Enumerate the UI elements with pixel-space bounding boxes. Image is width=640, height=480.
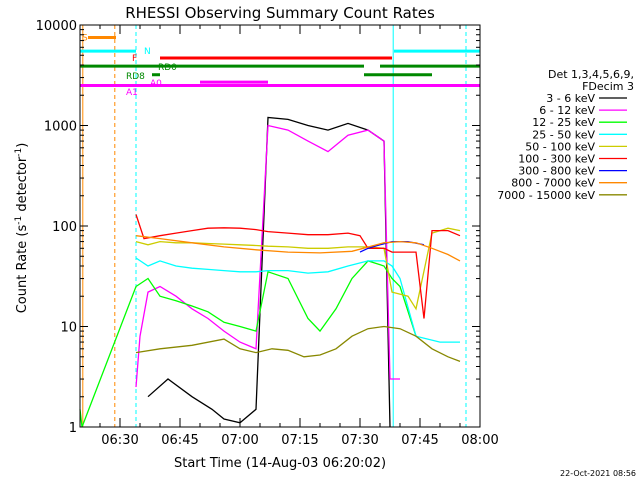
y-tick-label-1: 10	[60, 321, 77, 336]
y-tick-label-0: 1	[69, 421, 77, 436]
x-tick-label-2: 07:00	[221, 433, 258, 448]
x-tick-label-0: 06:30	[101, 433, 138, 448]
series-line-3	[135, 257, 460, 343]
legend-label-1: 6 - 12 keV	[539, 104, 595, 117]
legend-label-7: 800 - 7000 keV	[511, 177, 595, 190]
y-axis-label: Count Rate (s-1 detector-1)	[14, 143, 30, 314]
legend-label-5: 100 - 300 keV	[518, 153, 595, 166]
legend-header-line-2: FDecim 3	[582, 80, 634, 93]
state-bar-label-2: F	[132, 54, 137, 64]
state-bar-label-1: N	[144, 47, 151, 57]
state-bar-label-0: S	[82, 34, 88, 44]
legend-label-8: 7000 - 15000 keV	[497, 189, 595, 202]
series-line-2	[79, 260, 417, 428]
legend-label-6: 300 - 800 keV	[518, 165, 595, 178]
chart-title: RHESSI Observing Summary Count Rates	[125, 4, 435, 22]
state-bar-label-4: RD8	[126, 72, 145, 82]
series-line-0	[147, 116, 391, 428]
y-tick-label-3: 1000	[44, 120, 77, 135]
state-bar-label-3: RD0	[158, 63, 177, 73]
y-tick-label-4: 10000	[36, 19, 77, 34]
y-tick-label-2: 100	[52, 220, 77, 235]
x-tick-label-5: 07:45	[401, 433, 438, 448]
legend-label-3: 25 - 50 keV	[532, 128, 595, 141]
series-line-5	[135, 214, 461, 319]
x-tick-label-6: 08:00	[461, 433, 498, 448]
x-tick-label-1: 06:45	[161, 433, 198, 448]
axes: 1 10 100 1000 10000 06:30 06:45 07:00 07:15 07:30…	[36, 19, 499, 448]
legend-label-4: 50 - 100 keV	[525, 140, 595, 153]
x-tick-label-3: 07:15	[281, 433, 318, 448]
series-line-4	[135, 227, 461, 311]
legend-label-2: 12 - 25 keV	[532, 116, 595, 129]
plot-area: S NF RD0 RD8 A0 A1	[79, 25, 480, 428]
series-line-7	[135, 235, 461, 262]
state-bar-label-6: A1	[126, 88, 138, 98]
footer-timestamp: 22-Oct-2021 08:56	[560, 469, 636, 478]
series-line-1	[135, 124, 400, 388]
x-tick-label-4: 07:30	[341, 433, 378, 448]
series-line-8	[135, 325, 461, 363]
x-axis-label: Start Time (14-Aug-03 06:20:02)	[174, 456, 386, 471]
state-bar-label-5: A0	[150, 79, 162, 89]
legend-label-0: 3 - 6 keV	[546, 92, 595, 105]
legend-header-line-1: Det 1,3,4,5,6,9,	[548, 68, 634, 81]
